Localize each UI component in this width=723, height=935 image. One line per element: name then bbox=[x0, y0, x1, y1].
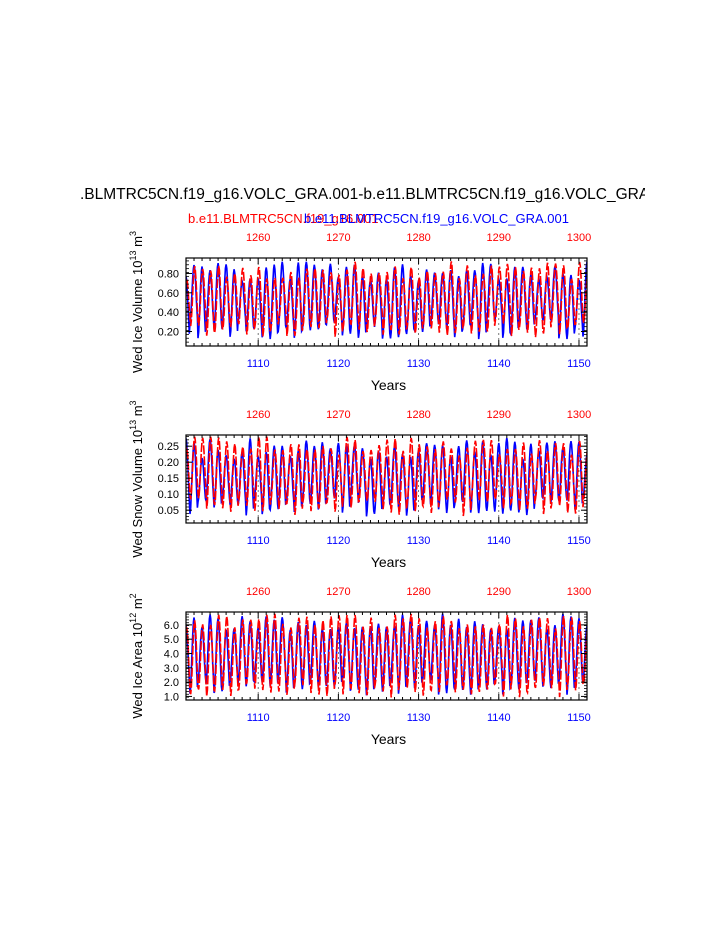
x-tick-label-bottom: 1140 bbox=[487, 712, 511, 724]
x-axis-label: Years bbox=[371, 554, 406, 570]
series-red-line bbox=[186, 261, 587, 338]
x-tick-label-bottom: 1130 bbox=[407, 358, 431, 370]
y-axis-label-unit-exponent: 3 bbox=[128, 231, 138, 236]
x-tick-label-top: 1290 bbox=[487, 586, 511, 598]
y-tick-label: 0.20 bbox=[158, 326, 179, 338]
y-tick-label: 4.0 bbox=[164, 648, 179, 660]
y-tick-label: 0.20 bbox=[158, 457, 179, 469]
x-tick-label-bottom: 1110 bbox=[247, 712, 270, 724]
y-tick-label: 5.0 bbox=[164, 634, 179, 646]
x-tick-label-top: 1270 bbox=[326, 409, 350, 421]
y-axis-label: Wed Snow Volume 1013 m3 bbox=[128, 400, 145, 557]
x-tick-label-bottom: 1140 bbox=[487, 358, 511, 370]
x-tick-label-top: 1280 bbox=[406, 586, 430, 598]
y-tick-label: 2.0 bbox=[164, 677, 179, 689]
x-tick-label-bottom: 1110 bbox=[247, 535, 270, 547]
y-axis-label-unit: m bbox=[130, 598, 145, 612]
y-axis-label: Wed Ice Volume 1013 m3 bbox=[128, 231, 145, 373]
x-tick-label-top: 1290 bbox=[487, 409, 511, 421]
y-tick-label: 0.15 bbox=[158, 473, 179, 485]
x-tick-label-bottom: 1130 bbox=[407, 535, 431, 547]
panel-3: 1110 1120 1130 1140 1150 1260 1270 1280 1290 1300… bbox=[128, 586, 591, 747]
panel-2: 1110 1120 1130 1140 1150 1260 1270 1280 1290 1300… bbox=[128, 400, 591, 570]
y-axis-label-exponent: 12 bbox=[128, 613, 138, 623]
y-tick-label: 6.0 bbox=[164, 620, 179, 632]
y-tick-label: 0.10 bbox=[158, 489, 179, 501]
x-tick-label-bottom: 1110 bbox=[247, 358, 270, 370]
y-axis-label-exponent: 13 bbox=[128, 250, 138, 260]
x-tick-label-top: 1270 bbox=[326, 232, 350, 244]
y-tick-label: 0.25 bbox=[158, 441, 179, 453]
x-axis-label: Years bbox=[371, 377, 406, 393]
panel-1: 1110 1120 1130 1140 1150 1260 1270 1280 1290 1300… bbox=[128, 231, 591, 393]
x-tick-label-top: 1260 bbox=[246, 232, 270, 244]
series-red-line bbox=[186, 613, 587, 698]
y-tick-label: 3.0 bbox=[164, 663, 179, 675]
series-red-line bbox=[186, 436, 587, 517]
y-axis-label-exponent: 13 bbox=[128, 420, 138, 430]
y-axis-label-main: Wed Ice Area 10 bbox=[130, 623, 145, 719]
y-axis-label-unit-exponent: 2 bbox=[128, 593, 138, 598]
x-tick-label-bottom: 1150 bbox=[567, 358, 591, 370]
y-axis-label-unit: m bbox=[130, 236, 145, 250]
x-tick-label-top: 1300 bbox=[567, 409, 591, 421]
legend-red-run: b.e11.BLMTRC5CN.f19_g16.001 bbox=[188, 211, 379, 226]
y-tick-label: 0.80 bbox=[158, 268, 179, 280]
y-axis-label-unit-exponent: 3 bbox=[128, 400, 138, 405]
x-tick-label-bottom: 1120 bbox=[327, 712, 351, 724]
y-tick-label: 1.0 bbox=[164, 691, 179, 703]
x-tick-label-bottom: 1150 bbox=[567, 535, 591, 547]
legend-blue-run: b.e11.BLMTRC5CN.f19_g16.VOLC_GRA.001 bbox=[304, 211, 569, 226]
x-tick-label-bottom: 1130 bbox=[407, 712, 431, 724]
x-tick-label-top: 1260 bbox=[246, 409, 270, 421]
x-tick-label-bottom: 1120 bbox=[327, 358, 351, 370]
x-tick-label-top: 1260 bbox=[246, 586, 270, 598]
x-axis-label: Years bbox=[371, 731, 406, 747]
y-axis-label: Wed Ice Area 1012 m2 bbox=[128, 593, 145, 718]
x-tick-label-top: 1300 bbox=[567, 232, 591, 244]
y-tick-label: 0.05 bbox=[158, 505, 179, 517]
x-tick-label-bottom: 1120 bbox=[327, 535, 351, 547]
x-tick-label-bottom: 1150 bbox=[567, 712, 591, 724]
x-tick-label-top: 1290 bbox=[487, 232, 511, 244]
y-axis-label-main: Wed Snow Volume 10 bbox=[130, 430, 145, 558]
main-title: .BLMTRC5CN.f19_g16.VOLC_GRA.001-b.e11.BL… bbox=[80, 186, 645, 203]
x-tick-label-top: 1280 bbox=[406, 409, 430, 421]
x-tick-label-bottom: 1140 bbox=[487, 535, 511, 547]
x-tick-label-top: 1280 bbox=[406, 232, 430, 244]
x-tick-label-top: 1270 bbox=[326, 586, 350, 598]
y-tick-label: 0.40 bbox=[158, 307, 179, 319]
y-tick-label: 0.60 bbox=[158, 288, 179, 300]
y-axis-label-main: Wed Ice Volume 10 bbox=[130, 260, 145, 373]
x-tick-label-top: 1300 bbox=[567, 586, 591, 598]
y-axis-label-unit: m bbox=[130, 405, 145, 419]
